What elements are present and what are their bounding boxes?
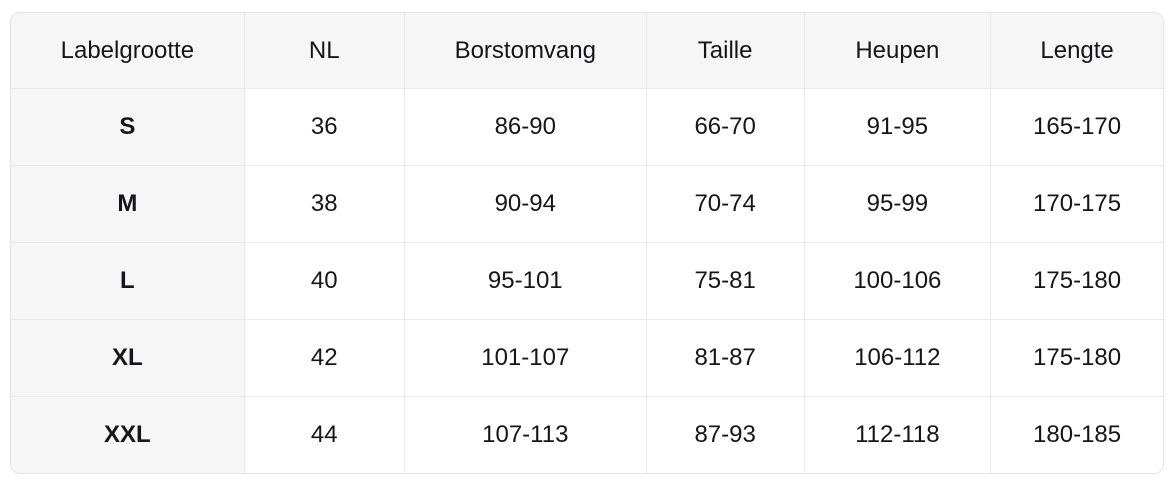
size-row-xxl: XXL 44 107-113 87-93 112-118 180-185 (11, 396, 1163, 473)
size-label-cell: L (11, 242, 244, 319)
size-label-cell: XL (11, 319, 244, 396)
heupen-cell: 100-106 (803, 242, 991, 319)
borstomvang-cell: 95-101 (403, 242, 646, 319)
borstomvang-cell: 86-90 (403, 88, 646, 165)
borstomvang-cell: 101-107 (403, 319, 646, 396)
heupen-cell: 95-99 (803, 165, 991, 242)
nl-cell: 36 (243, 88, 404, 165)
size-label-cell: S (11, 88, 244, 165)
lengte-cell: 170-175 (990, 165, 1163, 242)
size-row-l: L 40 95-101 75-81 100-106 175-180 (11, 242, 1163, 319)
nl-cell: 38 (243, 165, 404, 242)
nl-cell: 42 (243, 319, 404, 396)
column-header-heupen: Heupen (803, 13, 991, 88)
lengte-cell: 175-180 (990, 319, 1163, 396)
column-header-lengte: Lengte (990, 13, 1163, 88)
nl-cell: 40 (243, 242, 404, 319)
nl-cell: 44 (243, 396, 404, 473)
column-header-nl: NL (243, 13, 404, 88)
taille-cell: 70-74 (645, 165, 804, 242)
heupen-cell: 91-95 (803, 88, 991, 165)
lengte-cell: 175-180 (990, 242, 1163, 319)
heupen-cell: 106-112 (803, 319, 991, 396)
borstomvang-cell: 107-113 (403, 396, 646, 473)
taille-cell: 75-81 (645, 242, 804, 319)
column-header-taille: Taille (645, 13, 804, 88)
taille-cell: 81-87 (645, 319, 804, 396)
size-chart-container: Labelgrootte NL Borstomvang Taille Heupe… (10, 12, 1164, 474)
size-row-m: M 38 90-94 70-74 95-99 170-175 (11, 165, 1163, 242)
size-chart-table: Labelgrootte NL Borstomvang Taille Heupe… (11, 13, 1163, 473)
size-row-xl: XL 42 101-107 81-87 106-112 175-180 (11, 319, 1163, 396)
lengte-cell: 180-185 (990, 396, 1163, 473)
taille-cell: 66-70 (645, 88, 804, 165)
size-label-cell: XXL (11, 396, 244, 473)
column-header-borstomvang: Borstomvang (403, 13, 646, 88)
heupen-cell: 112-118 (803, 396, 991, 473)
column-header-labelgrootte: Labelgrootte (11, 13, 244, 88)
header-row: Labelgrootte NL Borstomvang Taille Heupe… (11, 13, 1163, 88)
borstomvang-cell: 90-94 (403, 165, 646, 242)
lengte-cell: 165-170 (990, 88, 1163, 165)
size-row-s: S 36 86-90 66-70 91-95 165-170 (11, 88, 1163, 165)
taille-cell: 87-93 (645, 396, 804, 473)
size-label-cell: M (11, 165, 244, 242)
